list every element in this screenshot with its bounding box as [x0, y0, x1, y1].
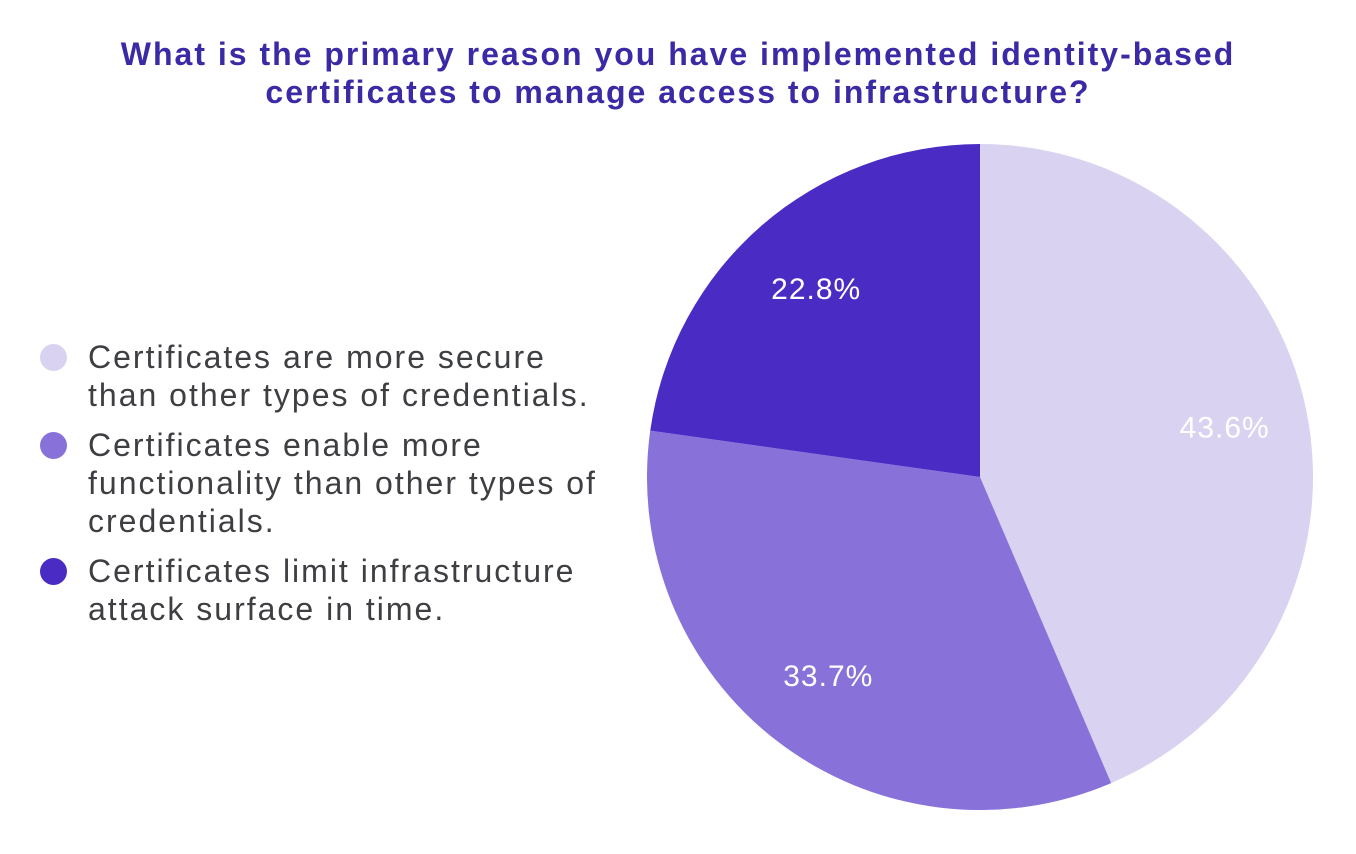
- pie-slice-1: [647, 430, 1112, 810]
- legend-swatch-icon: [40, 344, 67, 371]
- legend-item-0: Certificates are more secure than other …: [40, 338, 600, 414]
- legend-label: Certificates limit infrastructure attack…: [88, 553, 576, 627]
- pie-slice-value-label: 33.7%: [783, 660, 873, 693]
- legend-swatch-icon: [40, 558, 67, 585]
- pie-slice-0: [980, 144, 1313, 784]
- legend-item-2: Certificates limit infrastructure attack…: [40, 552, 600, 628]
- chart-legend: Certificates are more secure than other …: [40, 338, 600, 628]
- pie-chart: 43.6% 33.7% 22.8%: [647, 144, 1313, 810]
- legend-label: Certificates enable more functionality t…: [88, 427, 597, 539]
- legend-swatch-icon: [40, 432, 67, 459]
- legend-label: Certificates are more secure than other …: [88, 339, 590, 413]
- legend-item-1: Certificates enable more functionality t…: [40, 426, 600, 540]
- pie-slice-2: [650, 144, 980, 477]
- chart-title: What is the primary reason you have impl…: [120, 36, 1236, 110]
- pie-slice-value-label: 22.8%: [771, 273, 861, 306]
- pie-slice-value-label: 43.6%: [1180, 411, 1270, 444]
